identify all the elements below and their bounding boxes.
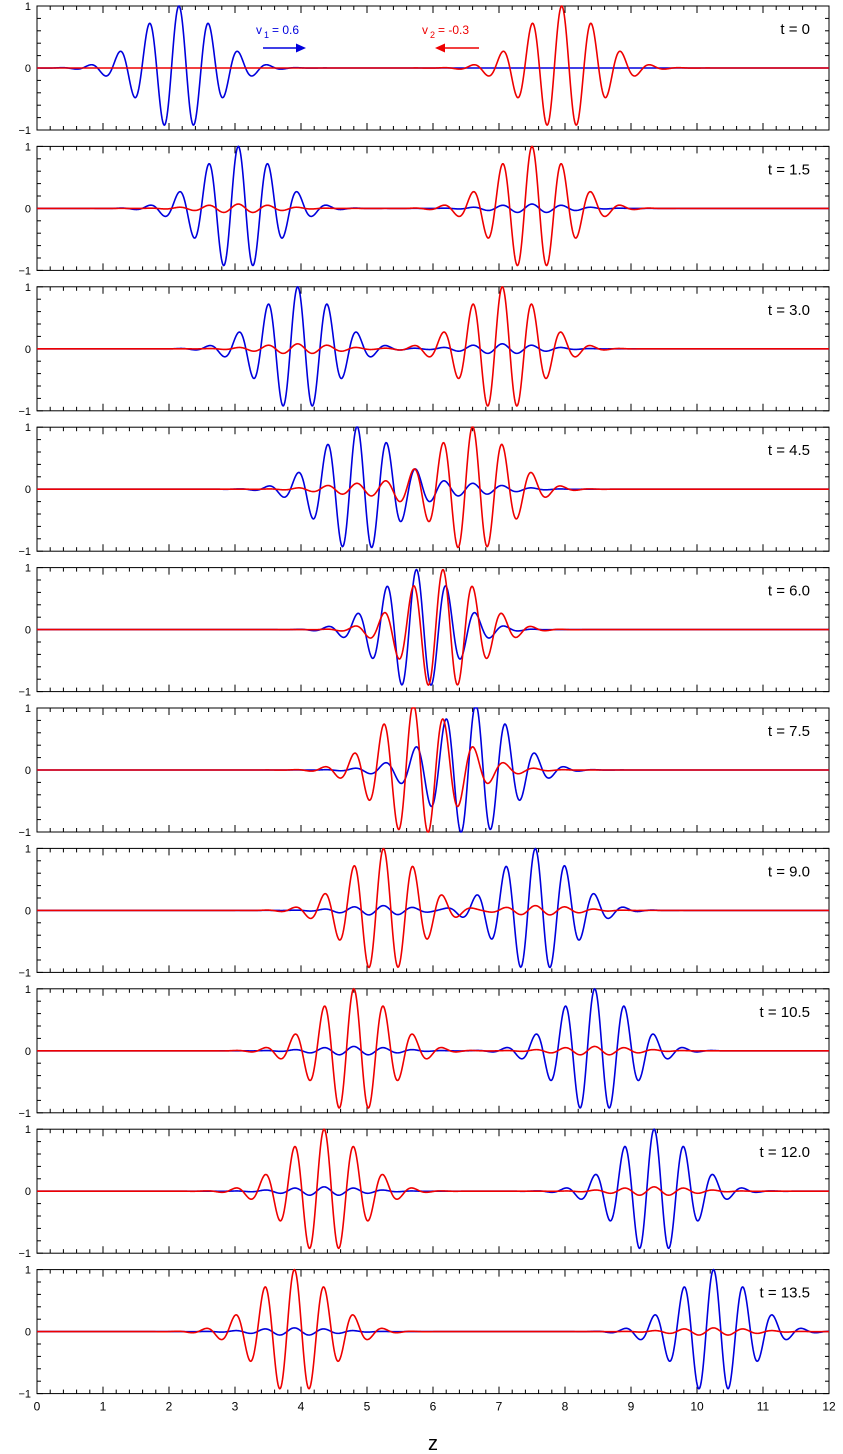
y-tick-label: 0 <box>25 63 31 75</box>
y-tick-label: 1 <box>25 1 31 13</box>
series-wave-2-line <box>37 568 829 687</box>
panel-3: 1 0 −1 t = 4.5 <box>18 422 830 558</box>
series-wave-1-line <box>36 5 829 127</box>
x-tick-label: 2 <box>166 1400 173 1414</box>
y-tick-label: 0 <box>25 1327 31 1339</box>
panel-9: 1 0 −1 t = 13.5 <box>18 1265 830 1401</box>
y-tick-label: 1 <box>25 282 31 294</box>
panel-time-label: t = 4.5 <box>768 442 810 459</box>
v2-value: = -0.3 <box>438 23 469 37</box>
series-wave-1-line <box>37 568 829 686</box>
series-wave-2-line <box>37 1128 829 1250</box>
series-wave-2-line <box>37 286 829 407</box>
series-wave-2-line <box>37 707 829 833</box>
velocity-annotation-1: v 1 = 0.6 <box>256 23 306 53</box>
panel-time-label: t = 12.0 <box>760 1144 810 1161</box>
x-tick-label: 4 <box>298 1400 305 1414</box>
x-tick-label: 9 <box>628 1400 635 1414</box>
y-tick-label: −1 <box>18 546 31 558</box>
panel-6: 1 0 −1 t = 9.0 <box>18 843 830 979</box>
x-tick-label: 7 <box>496 1400 503 1414</box>
x-tick-label: 6 <box>430 1400 437 1414</box>
y-tick-label: 1 <box>25 422 31 434</box>
v1-value: = 0.6 <box>272 23 299 37</box>
panel-4: 1 0 −1 t = 6.0 <box>18 563 830 699</box>
panel-time-label: t = 9.0 <box>768 863 810 880</box>
y-tick-label: −1 <box>18 265 31 277</box>
v2-label: v <box>422 23 428 37</box>
panel-time-label: t = 0 <box>780 21 810 38</box>
y-tick-label: −1 <box>18 1108 31 1120</box>
y-tick-label: 0 <box>25 625 31 637</box>
panel-2: 1 0 −1 t = 3.0 <box>18 282 830 418</box>
series-wave-1-line <box>37 1128 829 1250</box>
v1-arrow-icon <box>296 43 306 53</box>
x-axis-label: z <box>428 1433 438 1454</box>
y-tick-label: 0 <box>25 344 31 356</box>
y-tick-label: 1 <box>25 1124 31 1136</box>
y-tick-label: −1 <box>18 687 31 699</box>
velocity-annotation-2: v 2 = -0.3 <box>422 23 479 53</box>
panel-7: 1 0 −1 t = 10.5 <box>18 984 830 1120</box>
panel-time-label: t = 7.5 <box>768 723 810 740</box>
y-tick-label: −1 <box>18 406 31 418</box>
series-wave-2-line <box>37 426 829 549</box>
y-tick-label: −1 <box>18 967 31 979</box>
v1-label: v <box>256 23 262 37</box>
y-tick-label: −1 <box>18 1248 31 1260</box>
y-tick-label: 0 <box>25 905 31 917</box>
series-wave-1-line <box>37 847 829 969</box>
series-wave-2-line <box>37 5 829 127</box>
y-tick-label: 0 <box>25 484 31 496</box>
y-tick-label: 1 <box>25 1265 31 1277</box>
y-tick-label: 1 <box>25 703 31 715</box>
x-tick-label: 1 <box>100 1400 107 1414</box>
panel-time-label: t = 1.5 <box>768 161 810 178</box>
x-tick-label: 11 <box>757 1400 770 1414</box>
y-tick-label: −1 <box>18 1389 31 1401</box>
v1-subscript: 1 <box>264 30 269 40</box>
y-tick-label: 1 <box>25 984 31 996</box>
panel-time-label: t = 3.0 <box>768 302 810 319</box>
y-tick-label: 0 <box>25 1186 31 1198</box>
panel-8: 1 0 −1 t = 12.0 <box>18 1124 830 1260</box>
y-tick-label: 0 <box>25 1046 31 1058</box>
series-wave-2-line <box>37 145 829 267</box>
y-tick-label: 0 <box>25 765 31 777</box>
panel-0: 1 0 −1 t = 0 <box>18 1 830 137</box>
panel-time-label: t = 13.5 <box>760 1285 810 1302</box>
x-tick-label: 5 <box>364 1400 371 1414</box>
x-tick-label: 8 <box>562 1400 569 1414</box>
x-tick-labels: 0 1 2 3 4 5 6 7 8 9 10 11 12 <box>34 1400 836 1414</box>
y-tick-label: 1 <box>25 843 31 855</box>
panel-time-label: t = 6.0 <box>768 583 810 600</box>
series-wave-2-line <box>37 987 829 1109</box>
series-wave-1-line <box>37 426 829 549</box>
y-tick-label: −1 <box>18 827 31 839</box>
panel-time-label: t = 10.5 <box>760 1004 810 1021</box>
series-wave-2-line <box>37 1268 829 1390</box>
series-wave-2-line <box>37 847 829 969</box>
series-wave-1-line <box>37 285 829 407</box>
y-tick-label: 1 <box>25 141 31 153</box>
panel-5: 1 0 −1 t = 7.5 <box>18 703 830 839</box>
v2-arrow-icon <box>435 43 445 53</box>
panels-group: 10−1t = 010−1t = 1.510−1t = 3.010−1t = 4… <box>18 1 836 1414</box>
series-wave-1-line <box>37 145 829 267</box>
x-tick-label: 10 <box>690 1400 704 1414</box>
x-tick-label: 0 <box>34 1400 41 1414</box>
y-tick-label: 0 <box>25 203 31 215</box>
x-tick-label: 12 <box>822 1400 836 1414</box>
panel-1: 1 0 −1 t = 1.5 <box>18 141 830 277</box>
y-tick-label: −1 <box>18 125 31 137</box>
v2-subscript: 2 <box>430 30 435 40</box>
y-tick-label: 1 <box>25 563 31 575</box>
series-wave-1-line <box>37 987 829 1109</box>
x-tick-label: 3 <box>232 1400 239 1414</box>
